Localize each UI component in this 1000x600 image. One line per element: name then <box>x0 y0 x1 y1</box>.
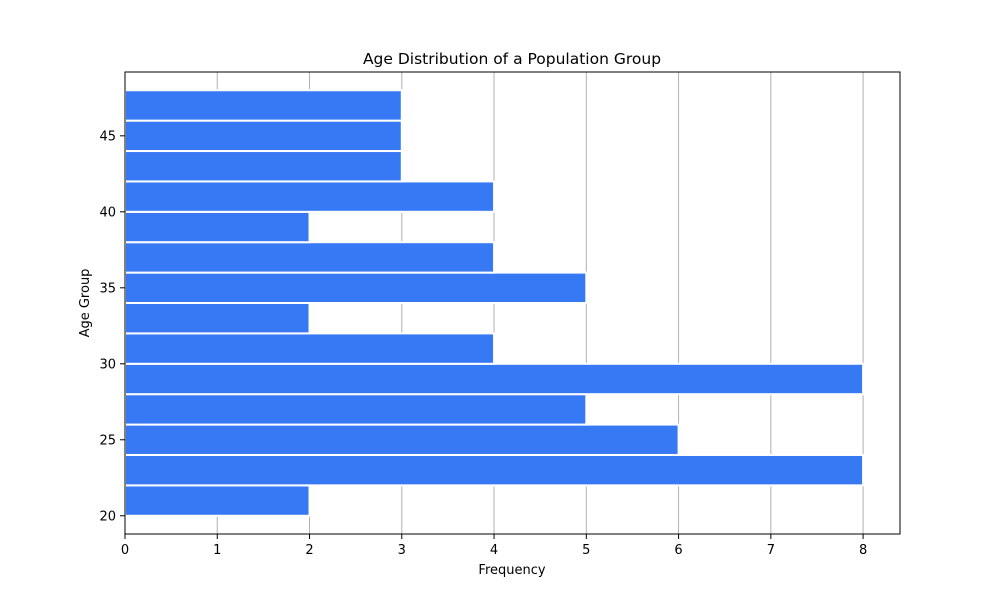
bar-30-32 <box>124 332 496 365</box>
bar-28-30 <box>124 362 865 396</box>
x-tick-label-1: 1 <box>213 543 221 558</box>
x-axis-label: Frequency <box>478 563 545 578</box>
bar-40-42 <box>124 180 496 213</box>
bar-42-44 <box>124 150 403 183</box>
chart-title: Age Distribution of a Population Group <box>363 50 661 68</box>
x-tick-label-3: 3 <box>398 543 406 558</box>
x-axis-ticks: 0 1 2 3 4 5 6 7 8 <box>121 534 867 558</box>
x-tick-label-6: 6 <box>674 543 682 558</box>
x-tick-label-0: 0 <box>121 543 129 558</box>
y-tick-label-2: 30 <box>99 357 116 372</box>
bar-22-24 <box>124 453 865 487</box>
y-tick-label-4: 40 <box>99 205 116 220</box>
y-tick-label-1: 25 <box>99 433 116 448</box>
y-tick-label-0: 20 <box>99 509 116 524</box>
y-axis-ticks: 20 25 30 35 40 45 <box>99 129 125 524</box>
bar-38-40 <box>124 210 311 244</box>
bar-26-28 <box>124 393 588 426</box>
x-tick-label-2: 2 <box>305 543 313 558</box>
bars-group <box>124 89 865 517</box>
bar-20-22 <box>124 484 311 517</box>
plot-frame <box>124 71 901 535</box>
x-tick-label-7: 7 <box>767 543 775 558</box>
y-tick-label-5: 45 <box>99 129 116 144</box>
bar-44-46 <box>124 119 403 153</box>
x-tick-label-5: 5 <box>582 543 590 558</box>
x-tick-label-8: 8 <box>859 543 867 558</box>
bar-34-36 <box>124 271 588 304</box>
x-tick-label-4: 4 <box>490 543 498 558</box>
y-axis-label: Age Group <box>78 269 93 338</box>
bar-32-34 <box>124 302 311 335</box>
y-tick-label-3: 35 <box>99 281 116 296</box>
bar-36-38 <box>124 241 496 274</box>
bar-24-26 <box>124 423 680 456</box>
bar-46-48 <box>124 89 403 122</box>
